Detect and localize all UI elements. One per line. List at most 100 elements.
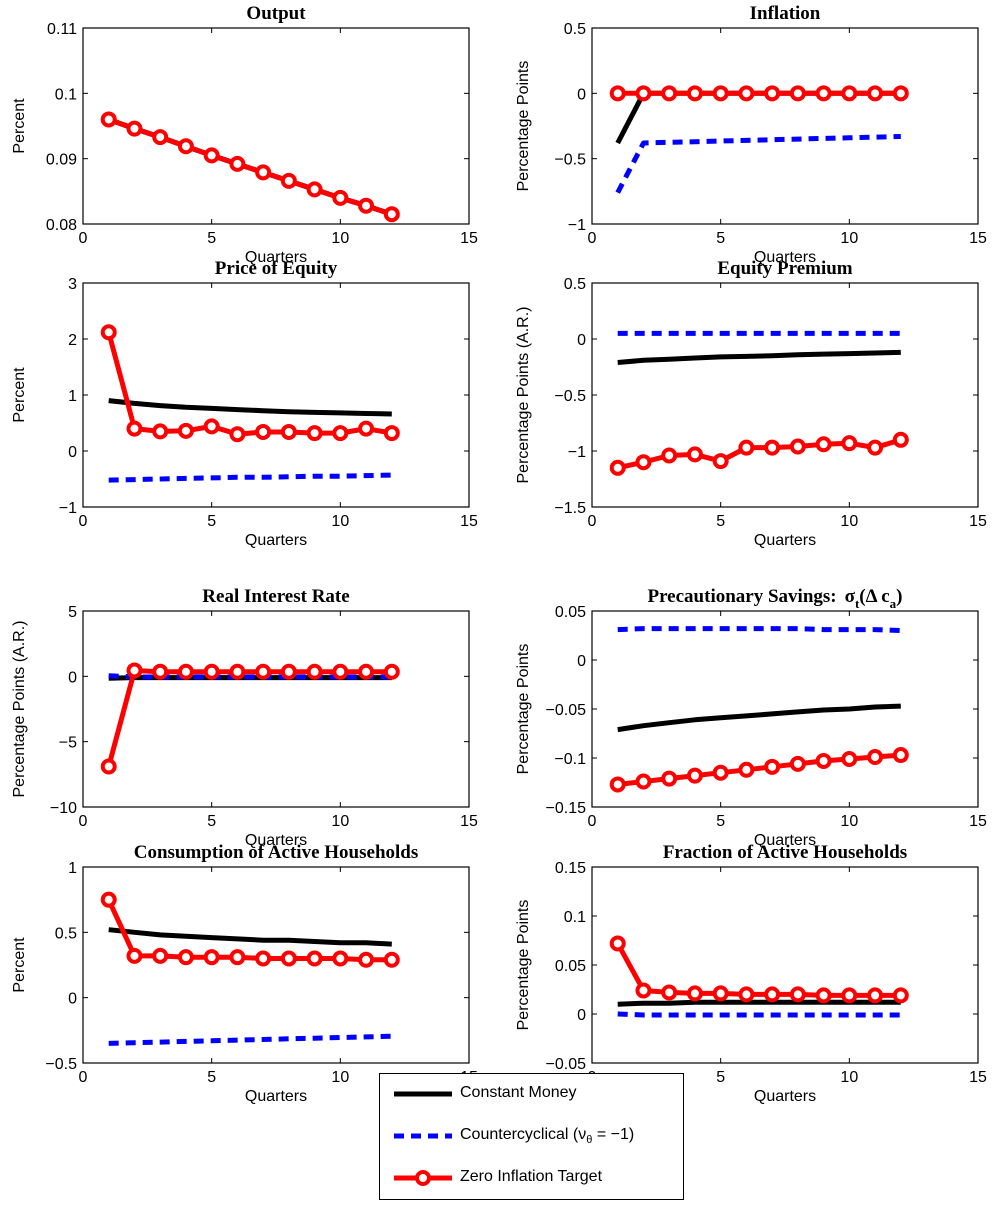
data-point-marker: [609, 85, 626, 102]
data-point-marker: [789, 986, 806, 1003]
data-point-marker: [126, 420, 143, 437]
data-point-marker: [100, 758, 117, 775]
y-tick-label: 0: [577, 653, 586, 670]
data-point-marker: [815, 752, 832, 769]
x-axis-label: Quarters: [245, 249, 307, 266]
legend-label-constant-money: Constant Money: [460, 1084, 577, 1101]
data-point-marker: [383, 663, 400, 680]
y-tick-label: −10: [50, 800, 77, 817]
data-point-marker: [332, 189, 349, 206]
title-paren: (Δ c: [859, 586, 889, 607]
data-point-marker: [892, 431, 909, 448]
plot-area: [82, 27, 470, 225]
x-tick-label: 10: [840, 513, 858, 530]
title-text: Precautionary Savings:: [647, 586, 836, 607]
panel-title: Equity Premium: [717, 258, 852, 279]
legend-countercyclical-prefix: Countercyclical (ν: [460, 1126, 587, 1143]
data-point-marker: [280, 172, 297, 189]
y-tick-label: 0.08: [46, 217, 77, 234]
panel-1: 0 5 10 15 0.08 0.09 0.1 0.11 Quarters Percent Outp…: [11, 3, 478, 266]
panel-title: Inflation: [750, 3, 821, 24]
data-point-marker: [229, 663, 246, 680]
data-point-marker: [152, 129, 169, 146]
y-tick-label: −1: [59, 500, 77, 517]
data-point-marker: [661, 447, 678, 464]
series-group: [100, 111, 400, 223]
x-tick-label: 5: [716, 230, 725, 247]
series-line-constant: [617, 703, 901, 733]
series-line-constant: [108, 927, 392, 947]
legend-item-countercyclical: Countercyclical (νθ = −1): [380, 1120, 683, 1152]
data-point-marker: [152, 663, 169, 680]
data-point-marker: [686, 85, 703, 102]
panel-8: 051015−0.0500.050.10.15QuartersPercentag…: [515, 842, 987, 1105]
data-point-marker: [255, 950, 272, 967]
data-point-marker: [177, 138, 194, 155]
y-tick-label: 0: [68, 669, 77, 686]
x-tick-label: 15: [460, 230, 478, 247]
data-point-marker: [229, 426, 246, 443]
data-point-marker: [867, 439, 884, 456]
data-point-marker: [229, 155, 246, 172]
y-tick-label: 0.11: [47, 21, 77, 38]
data-point-marker: [815, 987, 832, 1004]
x-tick-label: 5: [207, 1069, 216, 1086]
x-tick-label: 5: [716, 1069, 725, 1086]
data-point-marker: [738, 439, 755, 456]
data-point-marker: [892, 747, 909, 764]
data-point-marker: [609, 935, 626, 952]
data-point-marker: [306, 950, 323, 967]
panel-title: Consumption of Active Households: [134, 842, 419, 863]
series-line-countercyclical: [108, 673, 392, 680]
title-sigma: σ: [845, 586, 856, 607]
x-tick-label: 5: [716, 513, 725, 530]
data-point-marker: [712, 764, 729, 781]
series-line-constant: [617, 349, 901, 365]
data-point-marker: [712, 985, 729, 1002]
data-point-marker: [152, 423, 169, 440]
data-point-marker: [789, 85, 806, 102]
data-point-marker: [609, 776, 626, 793]
y-tick-label: 1: [68, 388, 77, 405]
data-point-marker: [635, 454, 652, 471]
data-point-marker: [815, 85, 832, 102]
data-point-marker: [203, 418, 220, 435]
x-tick-label: 5: [207, 813, 216, 830]
y-axis-label: Percent: [11, 98, 28, 154]
title-c-sub: a: [890, 596, 897, 611]
title-close: ): [896, 586, 902, 607]
legend-line-red-markers: [394, 1170, 452, 1186]
data-point-marker: [383, 425, 400, 442]
y-axis-label: Percentage Points: [515, 644, 532, 775]
x-axis-label: Quarters: [754, 1088, 816, 1105]
data-point-marker: [177, 422, 194, 439]
y-tick-label: 0.05: [555, 958, 586, 975]
data-point-marker: [686, 446, 703, 463]
plot-area: [591, 27, 979, 225]
data-point-marker: [841, 85, 858, 102]
plot-area: [591, 610, 979, 808]
x-tick-label: 15: [969, 1069, 987, 1086]
data-point-marker: [358, 951, 375, 968]
data-point-marker: [712, 85, 729, 102]
legend-countercyclical-suffix: = −1): [592, 1126, 635, 1143]
y-tick-label: −0.5: [554, 388, 586, 405]
plot-area: [82, 282, 470, 508]
x-tick-label: 10: [331, 513, 349, 530]
data-point-marker: [280, 663, 297, 680]
y-axis-label: Percentage Points: [515, 900, 532, 1031]
series-line-constant: [108, 398, 392, 417]
data-point-marker: [867, 85, 884, 102]
data-point-marker: [306, 181, 323, 198]
panel-5: 0 5 10 15 −10 −5 0 5 Quarters Percentage Points (…: [11, 586, 478, 849]
data-point-marker: [789, 755, 806, 772]
x-tick-label: 15: [969, 230, 987, 247]
series-group: [609, 935, 909, 1018]
legend-item-constant-money: Constant Money: [380, 1078, 683, 1110]
plot-area: [591, 866, 979, 1064]
data-point-marker: [100, 324, 117, 341]
y-tick-label: 0.15: [555, 860, 586, 877]
data-point-marker: [661, 85, 678, 102]
